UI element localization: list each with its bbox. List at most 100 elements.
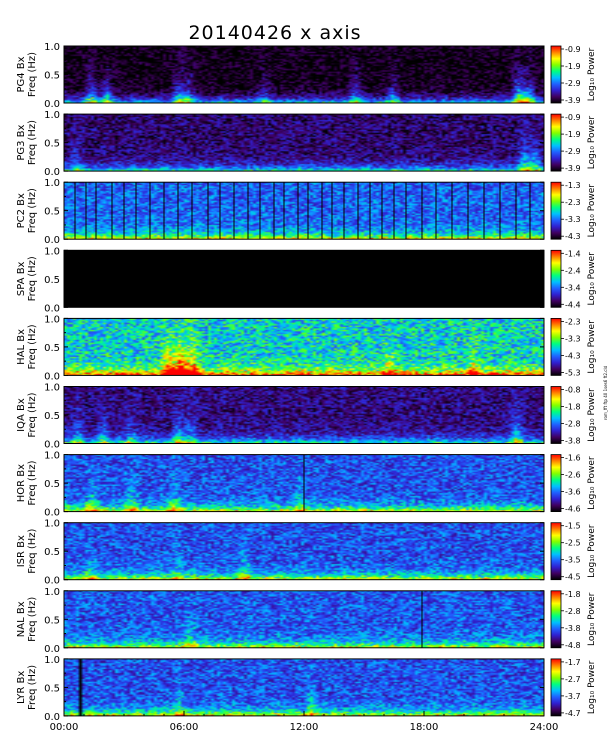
colorbar-tick-label: -4.3 (565, 351, 581, 360)
colorbar-tick-label: -2.3 (565, 317, 581, 326)
colorbar-tick-label: -1.8 (565, 403, 581, 412)
y-tick-label: 1.0 (44, 178, 60, 189)
colorbar (550, 113, 562, 172)
y-tick-label: 0.5 (44, 683, 60, 694)
colorbar-label: Log₁₀ Power (587, 456, 597, 510)
spectrogram-iqa (64, 386, 544, 444)
y-tick-label: 1.0 (44, 246, 60, 257)
x-tick-label: 06:00 (170, 722, 199, 733)
x-tick-label: 00:00 (50, 722, 79, 733)
colorbar-tick-label: -2.5 (565, 539, 581, 548)
side-note: rom_fft ftp 40 1ses6 ft2.cld (603, 365, 608, 420)
colorbar-label: Log₁₀ Power (587, 252, 597, 306)
colorbar-tick-label: -4.4 (565, 300, 581, 309)
colorbar-tick-label: -2.6 (565, 471, 581, 480)
y-tick-label: 1.0 (44, 110, 60, 121)
colorbar-label: Log₁₀ Power (587, 660, 597, 714)
y-axis-label: NAL Bx (16, 601, 27, 637)
colorbar (550, 590, 562, 649)
spectrogram-pg4 (64, 46, 544, 103)
colorbar-tick-label: -2.9 (565, 147, 581, 156)
y-tick-label: 0.5 (44, 479, 60, 490)
colorbar-tick-label: -5.3 (565, 368, 581, 377)
colorbar-tick-label: -3.8 (565, 437, 581, 446)
colorbar-tick-label: -3.3 (565, 334, 581, 343)
y-axis-label: SPA Bx (16, 261, 27, 296)
panel-nal: 0.0 0.5 1.0 NAL Bx Freq (Hz) -1.8 -2.8 -3.8 -4.8… (16, 587, 597, 655)
y-tick-label: 1.0 (44, 451, 60, 462)
y-tick-label: 0.0 (44, 303, 60, 314)
colorbar-tick-label: -1.3 (565, 181, 581, 190)
y-axis-label: Freq (Hz) (27, 52, 38, 97)
colorbar (550, 317, 562, 376)
spectrogram-pc2 (64, 182, 544, 240)
colorbar-tick-label: -2.9 (565, 79, 581, 88)
y-axis-label: Freq (Hz) (27, 665, 38, 710)
y-tick-label: 0.0 (44, 576, 60, 587)
y-axis-label: PC2 Bx (16, 193, 27, 228)
x-tick-label: 18:00 (410, 722, 439, 733)
colorbar-tick-label: -4.8 (565, 641, 581, 650)
spectrogram-spa (64, 250, 544, 308)
y-tick-label: 1.0 (44, 383, 60, 394)
x-axis: 00:00 06:00 12:00 18:00 24:00 (50, 710, 559, 733)
y-tick-label: 0.0 (44, 712, 60, 723)
colorbar-tick-label: -0.9 (565, 45, 581, 54)
y-tick-label: 0.0 (44, 371, 60, 382)
x-tick-label: 12:00 (290, 722, 319, 733)
y-axis-label: LYR Bx (16, 671, 27, 704)
y-axis-label: Freq (Hz) (27, 460, 38, 505)
colorbar-label: Log₁₀ Power (587, 320, 597, 374)
colorbar-tick-label: -1.8 (565, 590, 581, 599)
y-tick-label: 0.5 (44, 411, 60, 422)
y-axis-label: Freq (Hz) (27, 256, 38, 301)
y-axis-label: Freq (Hz) (27, 324, 38, 369)
y-axis-label: IQA Bx (16, 398, 27, 432)
y-tick-label: 0.5 (44, 275, 60, 286)
x-tick-label: 24:00 (530, 722, 559, 733)
y-axis-label: Freq (Hz) (27, 597, 38, 642)
y-tick-label: 0.0 (44, 99, 60, 110)
y-tick-label: 0.5 (44, 615, 60, 626)
y-tick-label: 1.0 (44, 655, 60, 666)
panel-pc2: 0.0 0.5 1.0 PC2 Bx Freq (Hz) -1.3 -2.3 -3.3 -4.3… (16, 178, 597, 246)
y-axis-label: PG4 Bx (16, 56, 27, 92)
colorbar (550, 181, 562, 240)
colorbar-tick-label: -2.3 (565, 198, 581, 207)
colorbar-tick-label: -3.6 (565, 488, 581, 497)
colorbar (550, 454, 562, 513)
colorbar (550, 522, 562, 581)
y-tick-label: 0.5 (44, 547, 60, 558)
colorbar-tick-label: -1.6 (565, 454, 581, 463)
y-tick-label: 0.0 (44, 235, 60, 246)
y-axis-label: ISR Bx (16, 535, 27, 567)
colorbar-tick-label: -4.5 (565, 573, 581, 582)
panel-hor: 0.0 0.5 1.0 HOR Bx Freq (Hz) -1.6 -2.6 -3.6 -4.6… (16, 451, 597, 519)
y-axis-label: HAL Bx (16, 329, 27, 365)
colorbar (550, 658, 562, 717)
spectrogram-hal (64, 318, 544, 376)
spectrogram-nal (64, 590, 544, 648)
y-tick-label: 1.0 (44, 587, 60, 598)
colorbar-tick-label: -2.8 (565, 607, 581, 616)
spectrogram-pg3 (64, 114, 544, 172)
colorbar-tick-label: -3.8 (565, 624, 581, 633)
colorbar-label: Log₁₀ Power (587, 48, 597, 102)
y-tick-label: 0.5 (44, 343, 60, 354)
y-axis-label: PG3 Bx (16, 124, 27, 160)
colorbar-tick-label: -3.4 (565, 283, 581, 292)
panel-pg3: 0.0 0.5 1.0 PG3 Bx Freq (Hz) -0.9 -1.9 -2.9 -3.9… (16, 110, 597, 178)
colorbar-tick-label: -1.7 (565, 658, 581, 667)
y-axis-label: HOR Bx (16, 464, 27, 502)
colorbar-tick-label: -3.5 (565, 556, 581, 565)
y-tick-label: 1.0 (44, 42, 60, 53)
colorbar-tick-label: -0.9 (565, 113, 581, 122)
colorbar-tick-label: -1.5 (565, 522, 581, 531)
spectrogram-lyr (64, 658, 544, 716)
y-axis-label: Freq (Hz) (27, 392, 38, 437)
colorbar-label: Log₁₀ Power (587, 116, 597, 170)
y-tick-label: 0.0 (44, 167, 60, 178)
y-tick-label: 0.0 (44, 440, 60, 451)
colorbar-tick-label: -3.3 (565, 215, 581, 224)
